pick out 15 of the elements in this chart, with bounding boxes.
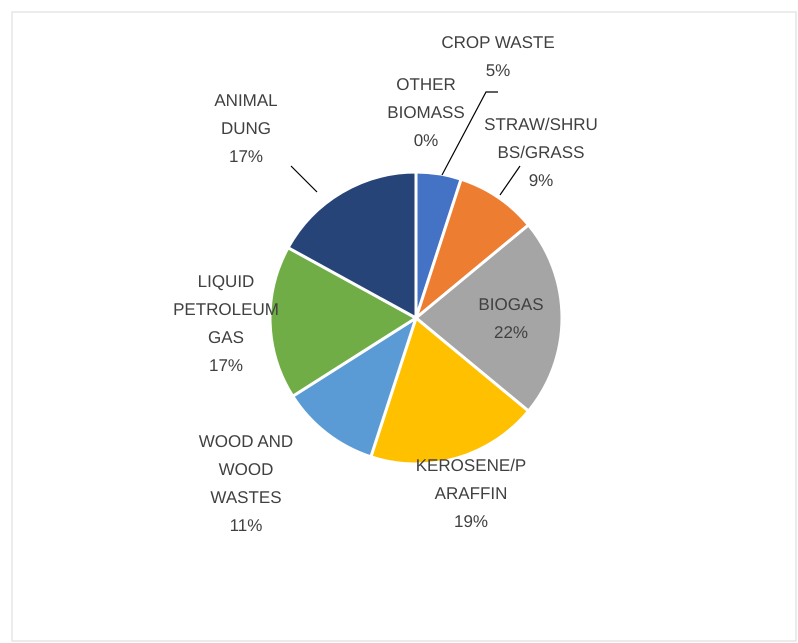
slice-label: CROP WASTE — [441, 33, 555, 52]
data-label: 9% — [528, 171, 554, 190]
text: 0% — [414, 131, 438, 150]
data-label: 17% — [228, 147, 264, 166]
data-label: 19% — [454, 512, 488, 531]
data-label: 17% — [208, 356, 244, 375]
slice-label: KEROSENE/PARAFFIN — [416, 456, 526, 503]
data-label: 22% — [494, 323, 528, 342]
slice-label: STRAW/SHRUBS/GRASS — [484, 115, 598, 162]
slice-label: BIOGAS — [478, 295, 544, 314]
data-label: 11% — [230, 516, 262, 535]
slice-label: WOOD AND WOOD WASTES — [198, 432, 294, 507]
slice-label: ANIMAL DUNG — [214, 91, 278, 138]
category-label: OTHER BIOMASS — [387, 75, 465, 122]
data-label: 5% — [486, 61, 510, 80]
